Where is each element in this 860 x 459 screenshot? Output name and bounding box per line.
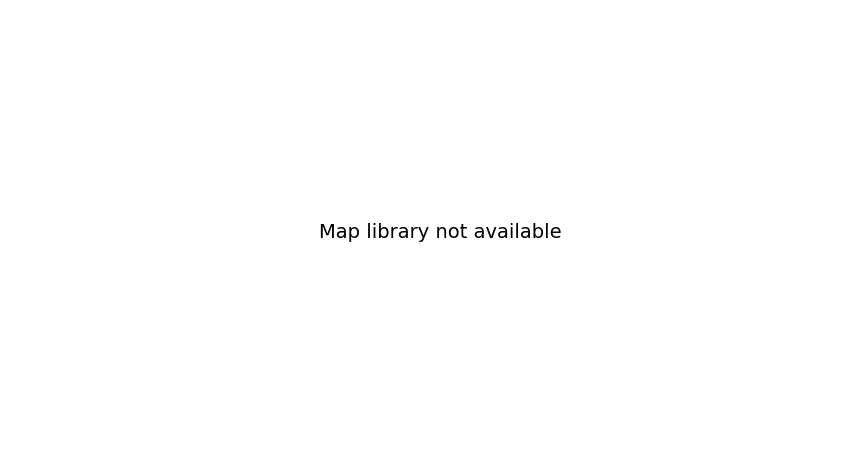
Text: Map library not available: Map library not available [319,222,562,241]
